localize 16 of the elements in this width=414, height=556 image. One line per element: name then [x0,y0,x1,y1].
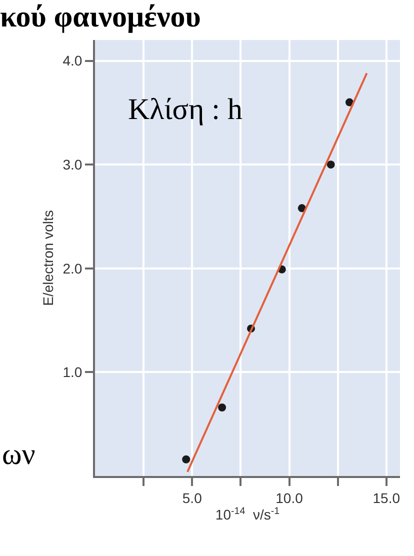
x-tick-label: 10.0 [276,490,304,506]
x-axis-title: 10$^{-14}$ ν/s$^{-1}$ [215,506,280,523]
y-tick-label: 4.0 [62,52,82,69]
annotation: Κλίση : h [128,93,242,126]
chart-title: κού φαινομένου [0,0,201,34]
y-tick-label: 1.0 [62,364,82,380]
y-axis-title: E/electron volts [40,210,56,306]
text: ων [2,438,36,471]
x-tick-label: 15.0 [372,490,400,506]
y-tick-label: 3.0 [62,156,82,172]
point [218,403,226,412]
point [298,204,306,212]
x-tick-label: 5.0 [182,490,202,506]
point [182,455,190,464]
point [326,160,335,169]
y-tick-label: 2.0 [62,260,82,276]
